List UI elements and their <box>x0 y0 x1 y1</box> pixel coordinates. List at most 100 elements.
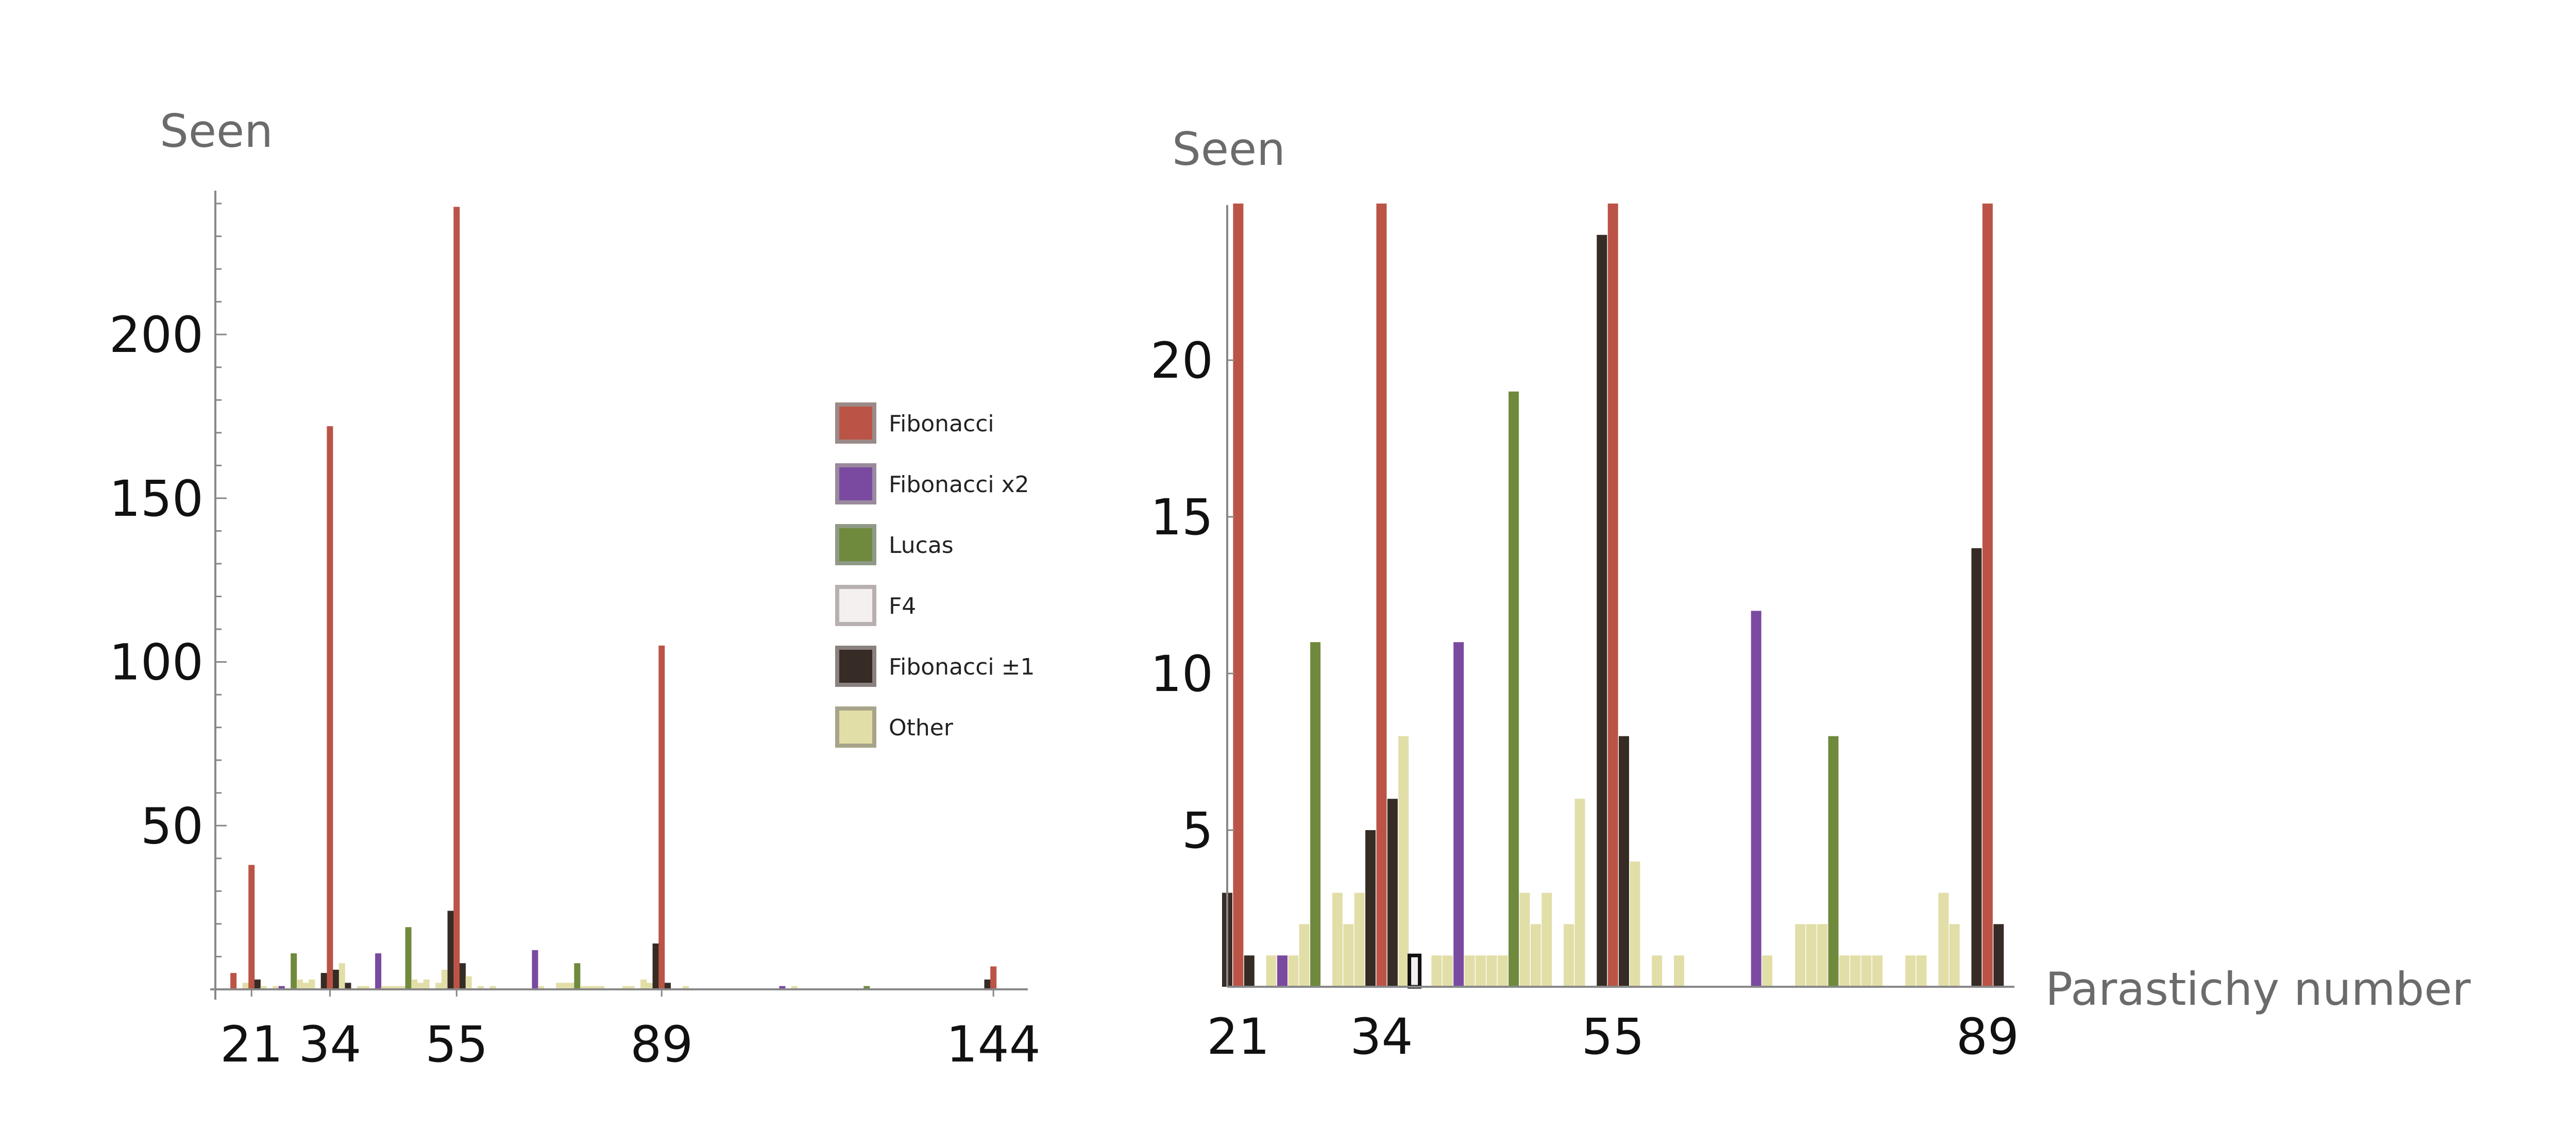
y-tick-label: 20 <box>1150 332 1213 390</box>
x-axis-title: Parastichy number <box>2045 963 2471 1016</box>
x-tick-label: 21 <box>1207 1008 1269 1066</box>
bar-other <box>411 979 418 989</box>
x-tick-label: 55 <box>1582 1008 1645 1066</box>
bar-fibpm1 <box>345 983 351 989</box>
bar-fib2 <box>278 986 285 989</box>
bar-fibpm1 <box>984 979 991 989</box>
x-tick-label: 89 <box>1956 1008 2019 1066</box>
bar-fibpm1 <box>1971 548 1982 987</box>
bar-fibpm1 <box>1365 830 1376 987</box>
bar-fib <box>990 966 997 989</box>
bar-other <box>296 979 303 989</box>
bar-fibpm1 <box>320 973 327 989</box>
bar-fib2 <box>779 986 786 989</box>
y-tick-label: 200 <box>109 306 204 364</box>
bar-other <box>387 986 394 989</box>
bar-fib <box>1607 204 1618 987</box>
legend-label-lucas: Lucas <box>889 532 954 559</box>
bar-other <box>1442 955 1453 987</box>
bar-other <box>1938 892 1949 987</box>
y-tick-label: 150 <box>109 470 204 528</box>
bar-other <box>1486 955 1497 987</box>
legend-label-fib2: Fibonacci x2 <box>889 471 1029 498</box>
bar-other <box>1288 955 1299 987</box>
bar-other <box>242 983 249 989</box>
bar-other <box>1905 955 1916 987</box>
x-tick-label: 21 <box>220 1016 283 1073</box>
bar-other <box>1564 924 1574 987</box>
bar-lucas <box>1509 391 1519 987</box>
bar-other <box>556 983 563 989</box>
bar-other <box>363 986 369 989</box>
bar-other <box>622 986 629 989</box>
zoomed-chart: 5 10 15 20 21 34 55 89 Seen Parastichy number <box>1150 123 2471 1066</box>
bar-other <box>399 986 405 989</box>
bar-fibpm1 <box>1387 799 1398 987</box>
bar-fibpm1 <box>254 979 261 989</box>
bar-other <box>1674 955 1684 987</box>
bar-other <box>538 986 545 989</box>
bar-other <box>628 986 635 989</box>
bar-other <box>1839 955 1850 987</box>
bar-lucas <box>291 953 297 989</box>
bar-other <box>1332 892 1343 987</box>
bar-other <box>646 983 653 989</box>
bar-other <box>1530 924 1541 987</box>
bar-other <box>1630 861 1640 987</box>
bar-other <box>1398 736 1409 987</box>
x-tick-label: 34 <box>1350 1008 1413 1066</box>
y-tick-label: 10 <box>1150 645 1213 703</box>
bar-other <box>791 986 798 989</box>
bar-fibpm1 <box>460 963 466 989</box>
bar-other <box>1872 955 1883 987</box>
bar-other <box>1354 892 1365 987</box>
legend-swatch-other <box>835 706 876 748</box>
bar-other <box>1519 892 1530 987</box>
bar-other <box>417 983 423 989</box>
bar-lucas <box>405 927 412 989</box>
bar-other <box>592 986 599 989</box>
overview-chart: 50 100 150 200 21 34 55 89 144 Seen <box>109 105 1041 1073</box>
y-tick-label: 100 <box>109 634 204 692</box>
bar-other <box>1464 955 1475 987</box>
bar-other <box>423 979 430 989</box>
bar-fibpm1 <box>652 943 659 989</box>
bar-fib <box>658 645 665 989</box>
bar-fibpm1 <box>333 969 340 989</box>
bar-other <box>1795 924 1806 987</box>
bar-lucas <box>1310 642 1321 987</box>
bar-other <box>1806 924 1817 987</box>
legend-swatch-fib2 <box>835 463 876 504</box>
bar-fib2 <box>1277 955 1287 987</box>
bar-other <box>1497 955 1508 987</box>
x-tick-label: 34 <box>298 1016 361 1073</box>
bar-fib2 <box>375 953 382 989</box>
y-tick-label: 15 <box>1150 488 1213 546</box>
legend: Fibonacci Fibonacci x2 Lucas F4 Fibonacci ±1… <box>835 402 1035 748</box>
bar-other <box>478 986 484 989</box>
legend-label-other: Other <box>889 715 954 741</box>
x-tick-label: 55 <box>425 1016 488 1073</box>
bar-other <box>489 986 496 989</box>
bar-other <box>1817 924 1828 987</box>
bar-other <box>302 983 309 989</box>
bar-other <box>1949 924 1960 987</box>
bar-other <box>683 986 689 989</box>
bar-lucas <box>574 963 581 989</box>
bar-fibpm1 <box>1244 955 1255 987</box>
bar-fib <box>1233 204 1244 987</box>
y-tick-label: 50 <box>141 797 204 855</box>
bar-fib <box>1376 204 1387 987</box>
bar-fibpm1 <box>665 983 671 989</box>
bar-other <box>435 983 442 989</box>
bar-other <box>338 963 345 989</box>
y-tick-label: 5 <box>1182 802 1213 860</box>
bar-other <box>393 986 400 989</box>
bar-other <box>562 983 568 989</box>
x-tick-label: 144 <box>946 1016 1041 1073</box>
bar-other <box>1850 955 1861 987</box>
bar-other <box>640 979 647 989</box>
bar-lucas <box>1828 736 1839 987</box>
bar-other <box>381 986 387 989</box>
legend-swatch-f4 <box>835 585 876 626</box>
